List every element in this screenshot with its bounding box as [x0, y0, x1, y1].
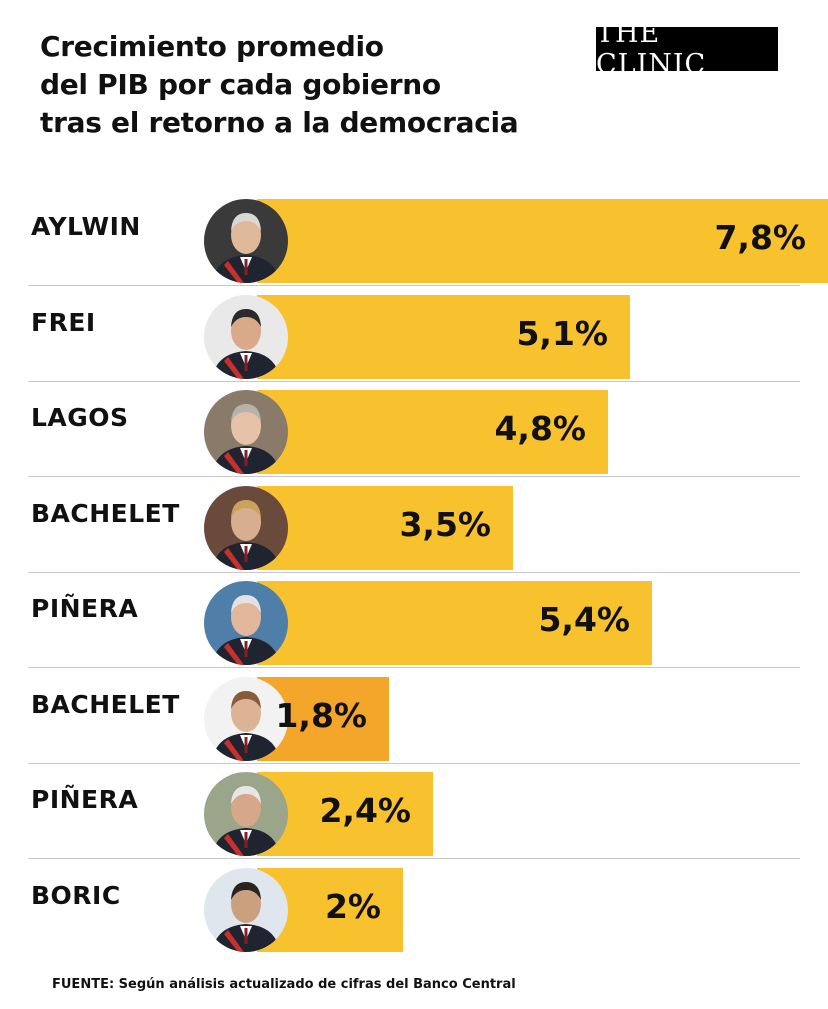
bar	[257, 485, 513, 570]
bar	[257, 294, 630, 379]
president-portrait-icon	[204, 676, 288, 761]
chart-row: PIÑERA 2,4%	[28, 763, 828, 859]
chart-row: BACHELET 1,8%	[28, 668, 828, 764]
the-clinic-logo: THE CLINIC	[596, 18, 778, 80]
value-label: 3,5%	[399, 504, 491, 544]
category-label: BACHELET	[31, 498, 180, 528]
category-label: BORIC	[31, 880, 121, 910]
chart-row: BORIC 2%	[28, 859, 828, 955]
president-portrait-icon	[204, 772, 288, 856]
value-label: 1,8%	[275, 695, 367, 735]
president-portrait-icon	[204, 485, 288, 570]
gdp-bar-chart: AYLWIN 7,8% FREI 5,1% LAGOS 4,8% BACHELET 3,5% P…	[0, 190, 828, 960]
category-label: AYLWIN	[31, 212, 141, 241]
logo-text: THE CLINIC	[596, 18, 707, 80]
value-label: 2%	[324, 886, 381, 926]
row-divider	[28, 571, 800, 573]
row-divider	[28, 762, 800, 764]
category-label: PIÑERA	[31, 594, 139, 623]
president-portrait-icon	[204, 581, 288, 665]
row-divider	[28, 476, 800, 477]
president-portrait-icon	[204, 199, 288, 283]
category-label: FREI	[31, 307, 96, 337]
bar	[257, 199, 828, 283]
category-label: LAGOS	[31, 403, 129, 432]
category-label: BACHELET	[31, 689, 180, 719]
value-label: 2,4%	[319, 791, 411, 830]
value-label: 5,1%	[516, 313, 608, 353]
chart-row: FREI 5,1%	[28, 286, 828, 382]
value-label: 4,8%	[494, 409, 586, 448]
row-divider	[28, 858, 800, 859]
value-label: 7,8%	[714, 218, 806, 257]
row-divider	[28, 380, 800, 382]
title-line-3: tras el retorno a la democracia	[40, 106, 519, 139]
president-portrait-icon	[204, 390, 288, 474]
row-divider	[28, 667, 800, 668]
chart-row: PIÑERA 5,4%	[28, 572, 828, 668]
president-portrait-icon	[204, 867, 288, 952]
source-note: FUENTE: Según análisis actualizado de ci…	[52, 977, 516, 992]
chart-row: AYLWIN 7,8%	[28, 190, 828, 286]
president-portrait-icon	[204, 294, 288, 379]
chart-row: BACHELET 3,5%	[28, 477, 828, 573]
bar	[257, 581, 652, 665]
bar	[257, 390, 608, 474]
title-line-2: del PIB por cada gobierno	[40, 68, 441, 101]
category-label: PIÑERA	[31, 785, 139, 814]
chart-row: LAGOS 4,8%	[28, 381, 828, 477]
row-divider	[28, 285, 800, 286]
value-label: 5,4%	[538, 600, 630, 639]
title-line-1: Crecimiento promedio	[40, 30, 384, 63]
chart-title: Crecimiento promedio del PIB por cada go…	[40, 28, 519, 142]
